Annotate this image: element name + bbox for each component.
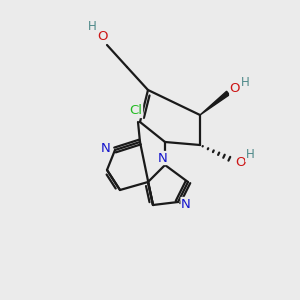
Text: N: N bbox=[181, 197, 191, 211]
Text: O: O bbox=[235, 155, 245, 169]
Text: N: N bbox=[101, 142, 111, 154]
Text: H: H bbox=[88, 20, 96, 32]
Text: Cl: Cl bbox=[130, 104, 142, 118]
Text: H: H bbox=[246, 148, 254, 161]
Polygon shape bbox=[200, 91, 230, 115]
Text: H: H bbox=[241, 76, 249, 88]
Text: O: O bbox=[230, 82, 240, 95]
Text: O: O bbox=[97, 29, 107, 43]
Text: N: N bbox=[158, 152, 168, 164]
